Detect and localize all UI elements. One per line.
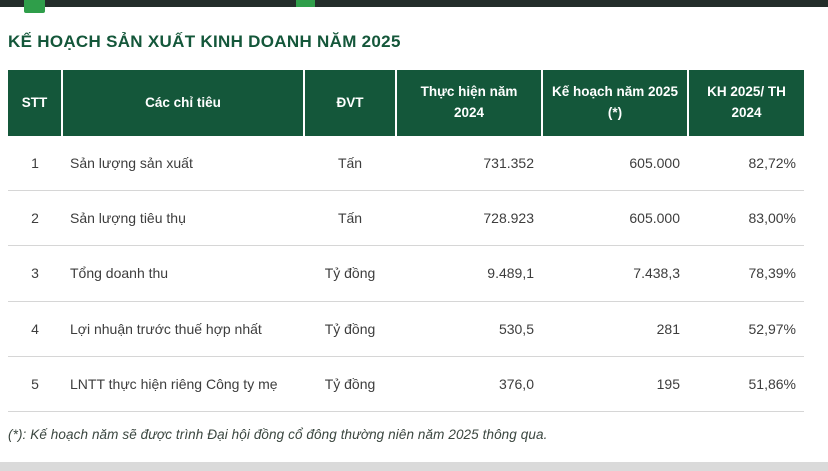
table-header: STT Các chỉ tiêu ĐVT Thực hiện năm 2024 … bbox=[8, 70, 804, 136]
bottom-divider-strip bbox=[0, 462, 828, 471]
header-row: STT Các chỉ tiêu ĐVT Thực hiện năm 2024 … bbox=[8, 70, 804, 136]
column-header-ratio: KH 2025/ TH 2024 bbox=[688, 70, 804, 136]
logo-fragment[interactable] bbox=[24, 0, 45, 13]
cell-actual-2024: 731.352 bbox=[396, 136, 542, 192]
cell-indicator: Tổng doanh thu bbox=[62, 245, 304, 302]
cell-plan-2025: 605.000 bbox=[542, 190, 688, 247]
column-header-indicator: Các chỉ tiêu bbox=[62, 70, 305, 136]
table-row: 4 Lợi nhuận trước thuế hợp nhất Tỷ đồng … bbox=[8, 301, 804, 357]
cell-actual-2024: 9.489,1 bbox=[396, 245, 542, 302]
cell-plan-2025: 195 bbox=[542, 356, 688, 412]
column-header-stt: STT bbox=[8, 70, 63, 136]
table-row: 1 Sản lượng sản xuất Tấn 731.352 605.000… bbox=[8, 136, 804, 192]
plan-section: KẾ HOẠCH SẢN XUẤT KINH DOANH NĂM 2025 ST… bbox=[8, 32, 804, 442]
cell-ratio: 78,39% bbox=[688, 245, 804, 302]
cell-stt: 5 bbox=[8, 356, 62, 412]
cell-indicator: Lợi nhuận trước thuế hợp nhất bbox=[62, 301, 304, 357]
cell-stt: 3 bbox=[8, 245, 62, 302]
cell-unit: Tỷ đồng bbox=[304, 245, 396, 302]
table-row: 2 Sản lượng tiêu thụ Tấn 728.923 605.000… bbox=[8, 190, 804, 247]
table-body: 1 Sản lượng sản xuất Tấn 731.352 605.000… bbox=[8, 136, 804, 412]
cell-plan-2025: 281 bbox=[542, 301, 688, 357]
nav-item-fragment[interactable] bbox=[296, 0, 315, 7]
cell-ratio: 52,97% bbox=[688, 301, 804, 357]
footnote: (*): Kế hoạch năm sẽ được trình Đại hội … bbox=[8, 426, 548, 442]
cell-unit: Tấn bbox=[304, 136, 396, 192]
cell-unit: Tỷ đồng bbox=[304, 356, 396, 412]
column-header-actual-2024: Thực hiện năm 2024 bbox=[396, 70, 543, 136]
cell-plan-2025: 7.438,3 bbox=[542, 245, 688, 302]
cell-actual-2024: 376,0 bbox=[396, 356, 542, 412]
cell-indicator: Sản lượng sản xuất bbox=[62, 136, 304, 192]
cell-unit: Tỷ đồng bbox=[304, 301, 396, 357]
cell-stt: 4 bbox=[8, 301, 62, 357]
cell-stt: 2 bbox=[8, 190, 62, 247]
table-row: 5 LNTT thực hiện riêng Công ty mẹ Tỷ đồn… bbox=[8, 356, 804, 412]
cell-actual-2024: 530,5 bbox=[396, 301, 542, 357]
cell-indicator: LNTT thực hiện riêng Công ty mẹ bbox=[62, 356, 304, 412]
cell-stt: 1 bbox=[8, 136, 62, 192]
cell-plan-2025: 605.000 bbox=[542, 136, 688, 192]
column-header-unit: ĐVT bbox=[304, 70, 397, 136]
top-nav-bar bbox=[0, 0, 828, 13]
cell-ratio: 83,00% bbox=[688, 190, 804, 247]
column-header-plan-2025: Kế hoạch năm 2025 (*) bbox=[542, 70, 689, 136]
cell-ratio: 82,72% bbox=[688, 136, 804, 192]
cell-unit: Tấn bbox=[304, 190, 396, 247]
page-title: KẾ HOẠCH SẢN XUẤT KINH DOANH NĂM 2025 bbox=[8, 32, 401, 51]
cell-actual-2024: 728.923 bbox=[396, 190, 542, 247]
cell-indicator: Sản lượng tiêu thụ bbox=[62, 190, 304, 247]
cell-ratio: 51,86% bbox=[688, 356, 804, 412]
table-row: 3 Tổng doanh thu Tỷ đồng 9.489,1 7.438,3… bbox=[8, 245, 804, 302]
business-plan-table: STT Các chỉ tiêu ĐVT Thực hiện năm 2024 … bbox=[8, 70, 804, 412]
